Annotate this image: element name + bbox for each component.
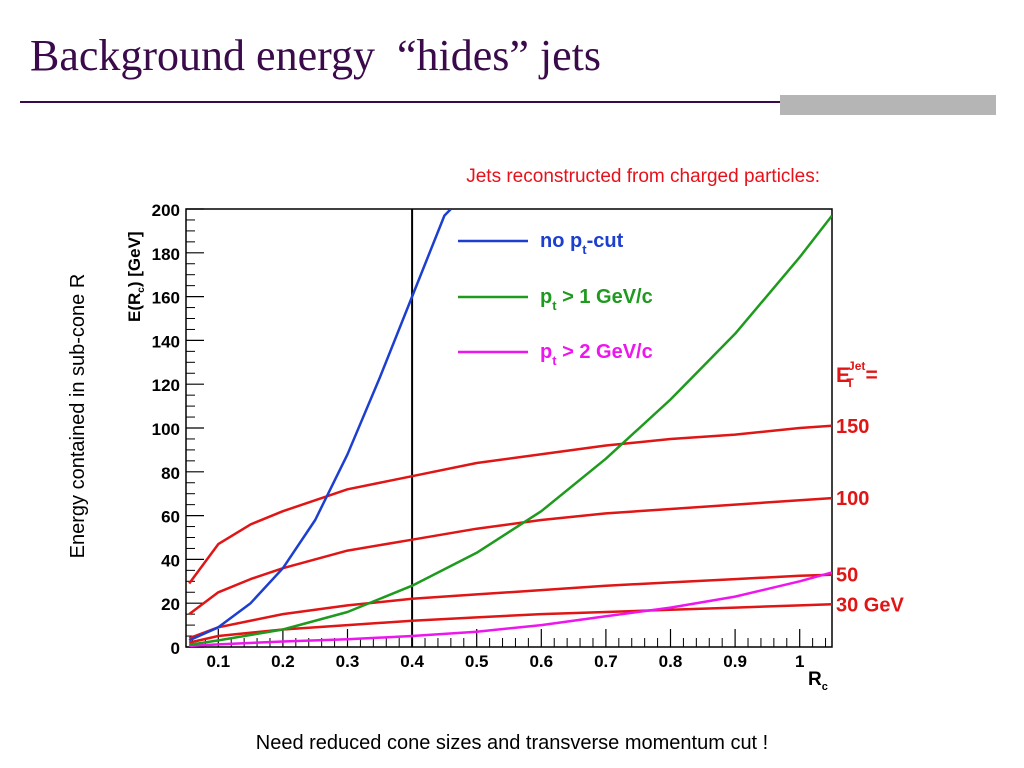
x-tick-label: 0.3 [336, 652, 360, 671]
x-tick-label: 0.2 [271, 652, 295, 671]
et-jet-sub: T [846, 376, 854, 390]
legend-label-sub: t [552, 353, 557, 368]
y-tick-label: 180 [152, 245, 180, 264]
legend-label-suffix: -cut [587, 230, 624, 252]
y-tick-label: 160 [152, 289, 180, 308]
x-tick-label: 0.6 [529, 652, 553, 671]
series-group [188, 209, 832, 647]
x-tick-label: 0.8 [659, 652, 683, 671]
et-jet-label: EJet T = [836, 359, 878, 390]
x-axis-label-sub: c [822, 681, 828, 693]
plot-frame [185, 208, 833, 648]
legend-label-suffix: > 1 GeV/c [557, 286, 653, 308]
series-end-label: 150 [836, 416, 869, 438]
footnote: Need reduced cone sizes and transverse m… [255, 732, 769, 754]
x-tick-label: 0.7 [594, 652, 618, 671]
series-line [188, 424, 832, 585]
y-tick-label: 120 [152, 376, 180, 395]
y-tick-label: 60 [161, 508, 180, 527]
y-tick-label: 200 [152, 201, 180, 220]
title-accent-bar [780, 95, 996, 115]
y-tick-label: 40 [161, 551, 180, 570]
y-axis-label-tail: ) [GeV] [125, 231, 144, 287]
series-line [188, 573, 832, 640]
et-jet-tail: = [860, 364, 878, 387]
y-tick-label: 0 [171, 639, 180, 658]
x-tick-label: 0.5 [465, 652, 489, 671]
y-tick-label: 100 [152, 420, 180, 439]
legend-label: no pt-cut [540, 230, 624, 257]
y-tick-label: 20 [161, 595, 180, 614]
series-line [189, 571, 832, 647]
y-axis-label-sub: c [136, 287, 147, 293]
legend-label: pt > 1 GeV/c [540, 286, 653, 313]
legend-label: pt > 2 GeV/c [540, 341, 653, 368]
legend-label-suffix: > 2 GeV/c [557, 341, 653, 363]
x-tick-label: 1 [795, 652, 804, 671]
series-end-label: 50 [836, 565, 858, 587]
et-jet-sup: Jet [848, 359, 865, 373]
chart-title: Jets reconstructed from charged particle… [466, 166, 820, 187]
series-line [188, 496, 832, 616]
title-rule [20, 101, 996, 103]
legend-label-prefix: p [540, 286, 552, 308]
legend-label-sub: t [582, 242, 587, 257]
slide-title: Background energy “hides” jets [30, 31, 602, 80]
x-axis-label: Rc [808, 669, 828, 693]
y-tick-label: 140 [152, 332, 180, 351]
series-end-label: 30 GeV [836, 594, 904, 616]
series-end-label: 100 [836, 488, 869, 510]
y-axis-label: E(Rc) [GeV] [125, 231, 147, 322]
series-line [188, 209, 452, 642]
x-axis-label-main: R [808, 669, 822, 690]
x-tick-label: 0.1 [206, 652, 230, 671]
y-tick-label: 80 [161, 464, 180, 483]
legend-label-prefix: p [540, 341, 552, 363]
et-jet-main: E [836, 364, 850, 387]
x-tick-label: 0.4 [400, 652, 424, 671]
series-line [189, 214, 832, 647]
x-tick-label: 0.9 [723, 652, 747, 671]
legend-label-prefix: no p [540, 230, 582, 252]
legend-label-sub: t [552, 298, 557, 313]
y-axis-label-main: E(R [125, 293, 144, 322]
